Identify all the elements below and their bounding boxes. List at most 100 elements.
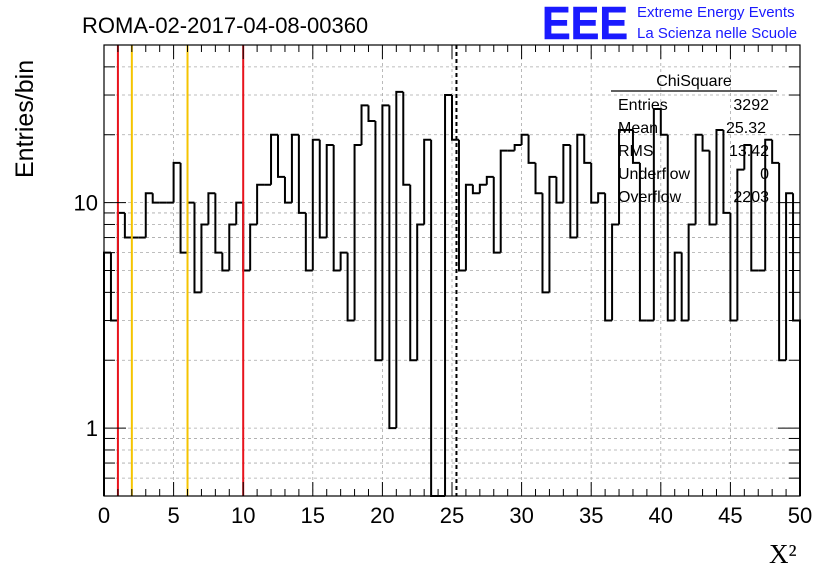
x-tick-label: 35 bbox=[579, 503, 603, 528]
histogram-bin bbox=[374, 121, 383, 362]
stats-label-overflow: Overflow bbox=[618, 189, 682, 206]
stats-value-overflow: 2203 bbox=[733, 189, 769, 206]
histogram-bin bbox=[409, 184, 418, 362]
histogram-bin bbox=[618, 128, 626, 225]
x-tick-label: 10 bbox=[231, 503, 255, 528]
histogram-bin bbox=[103, 251, 111, 496]
histogram-bin bbox=[311, 138, 320, 271]
histogram-bin bbox=[423, 138, 432, 225]
histogram-bin bbox=[360, 104, 369, 146]
stats-box-title: ChiSquare bbox=[656, 73, 732, 90]
x-axis-title: X² bbox=[769, 539, 797, 569]
histogram-bin bbox=[430, 139, 439, 497]
histogram-bin bbox=[478, 183, 487, 194]
histogram-bin bbox=[395, 90, 404, 429]
histogram-bin bbox=[144, 192, 153, 238]
histogram-bin bbox=[604, 193, 613, 322]
stats-value-rms: 13.42 bbox=[729, 143, 769, 160]
histogram-bin bbox=[381, 104, 390, 361]
histogram-bin bbox=[792, 193, 801, 496]
histogram-bin bbox=[290, 133, 299, 203]
x-tick-label: 20 bbox=[370, 503, 394, 528]
histogram-bin bbox=[576, 133, 585, 238]
brand-line-1: Extreme Energy Events bbox=[637, 4, 795, 21]
histogram-bin bbox=[207, 192, 216, 225]
brand-line-2: La Scienza nelle Scuole bbox=[637, 25, 797, 42]
histogram-bin bbox=[249, 223, 258, 271]
histogram-bin bbox=[680, 252, 689, 322]
histogram-bin bbox=[694, 133, 703, 225]
histogram-bin bbox=[402, 91, 411, 186]
histogram-bin bbox=[778, 162, 787, 362]
x-tick-label: 30 bbox=[509, 503, 533, 528]
run-title: ROMA-02-2017-04-08-00360 bbox=[82, 13, 368, 38]
histogram-bin bbox=[179, 162, 188, 254]
histogram-bin bbox=[228, 223, 237, 271]
histogram-bin bbox=[631, 129, 640, 164]
histogram-bin bbox=[339, 251, 348, 271]
x-tick-label: 15 bbox=[301, 503, 325, 528]
histogram-bin bbox=[123, 212, 132, 239]
histogram-bin bbox=[548, 175, 557, 293]
y-tick-label: 1 bbox=[86, 416, 98, 441]
histogram-bin bbox=[297, 134, 306, 214]
x-tick-label: 0 bbox=[98, 503, 110, 528]
stats-value-underflow: 0 bbox=[760, 166, 769, 183]
x-tick-label: 5 bbox=[167, 503, 179, 528]
histogram-bin bbox=[534, 162, 543, 195]
histogram-bin bbox=[722, 129, 731, 214]
stats-value-entries: 3292 bbox=[733, 97, 769, 114]
histogram-bin bbox=[541, 193, 550, 294]
histogram-bin bbox=[388, 105, 397, 430]
histogram-bin bbox=[666, 134, 675, 322]
histogram-bin bbox=[235, 201, 244, 225]
histogram-bin bbox=[116, 211, 125, 321]
histogram-bin bbox=[771, 139, 780, 164]
histogram-bin bbox=[457, 139, 466, 272]
histogram-bin bbox=[499, 149, 508, 253]
histogram-bin bbox=[304, 212, 313, 272]
x-tick-label: 45 bbox=[718, 503, 742, 528]
histogram-bin bbox=[562, 144, 571, 203]
histogram-bin bbox=[214, 193, 223, 254]
histogram-bin bbox=[743, 144, 752, 170]
histogram-bin bbox=[221, 252, 230, 272]
histogram-bin bbox=[569, 145, 578, 239]
histogram-bin bbox=[151, 193, 160, 204]
histogram-bin bbox=[471, 184, 480, 195]
histogram-bin bbox=[729, 212, 738, 322]
histogram-bin bbox=[416, 223, 425, 361]
histogram-bin bbox=[652, 108, 661, 321]
histogram-bin bbox=[109, 252, 118, 322]
eee-logo: EEE bbox=[542, 0, 628, 49]
stats-label-underflow: Underflow bbox=[618, 166, 690, 183]
histogram-bin bbox=[186, 201, 195, 253]
histogram-bin bbox=[464, 183, 473, 271]
histogram-bin bbox=[659, 109, 668, 136]
x-tick-label: 50 bbox=[788, 503, 812, 528]
stats-label-entries: Entries bbox=[618, 97, 668, 114]
axis-ticks: 0 5 10 15 20 25 30 35 40 45 50 1 10 bbox=[74, 44, 812, 528]
histogram-bin bbox=[736, 168, 745, 321]
histogram-bin bbox=[708, 150, 717, 226]
histogram-bin bbox=[583, 134, 592, 164]
x-tick-label: 25 bbox=[440, 503, 464, 528]
y-axis-title: Entries/bin bbox=[11, 60, 39, 178]
histogram-bin bbox=[611, 223, 620, 321]
histogram-bin bbox=[701, 134, 710, 152]
histogram-bin bbox=[200, 223, 209, 293]
histogram-bin bbox=[318, 139, 327, 239]
histogram-bin bbox=[555, 176, 564, 204]
histogram-bin bbox=[590, 162, 599, 204]
histogram-bin bbox=[346, 252, 355, 322]
histogram-bin bbox=[277, 134, 285, 178]
stats-box: ChiSquare Entries 3292 Mean 25.32 RMS 13… bbox=[611, 73, 777, 206]
histogram-bin bbox=[444, 94, 452, 496]
histogram-bin bbox=[520, 133, 529, 146]
histogram-bin bbox=[353, 144, 362, 321]
histogram-bin bbox=[527, 134, 536, 164]
histogram-bin bbox=[785, 192, 794, 361]
histogram-bin bbox=[750, 145, 759, 272]
x-tick-label: 40 bbox=[649, 503, 673, 528]
